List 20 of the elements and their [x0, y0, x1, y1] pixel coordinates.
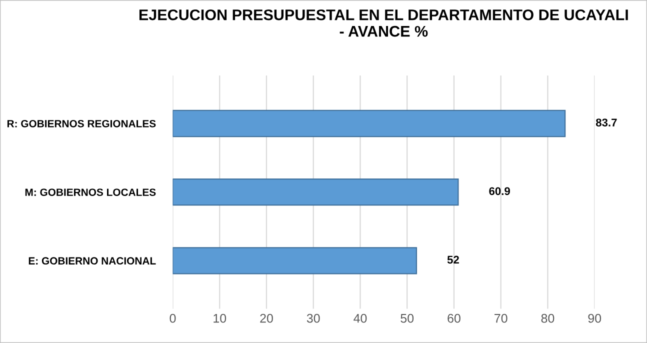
bar	[172, 110, 566, 138]
x-tick-label: 90	[588, 314, 602, 323]
data-label: 60.9	[489, 187, 510, 196]
x-tick-label: 70	[494, 314, 508, 323]
data-label: 83.7	[596, 118, 617, 126]
bar	[172, 178, 459, 206]
bar	[172, 247, 418, 274]
x-tick-label: 80	[541, 314, 554, 323]
x-tick-label: 30	[306, 314, 320, 323]
y-tick-label: M: GOBIERNOS LOCALES	[25, 188, 156, 196]
data-label: 52	[447, 256, 459, 264]
x-tick-label: 60	[448, 314, 460, 323]
x-tick-label: 40	[354, 314, 367, 323]
y-tick-label: E: GOBIERNO NACIONAL	[28, 257, 156, 265]
chart-title: EJECUCION PRESUPUESTAL EN EL DEPARTAMENTO DE UCAYALI - AVANCE %	[139, 9, 628, 37]
x-tick-label: 50	[400, 314, 414, 323]
x-tick-label: 10	[214, 314, 226, 323]
x-tick-label: 0	[170, 314, 176, 323]
x-tick-label: 20	[260, 314, 273, 323]
y-tick-label: R: GOBIERNOS REGIONALES	[7, 120, 156, 128]
